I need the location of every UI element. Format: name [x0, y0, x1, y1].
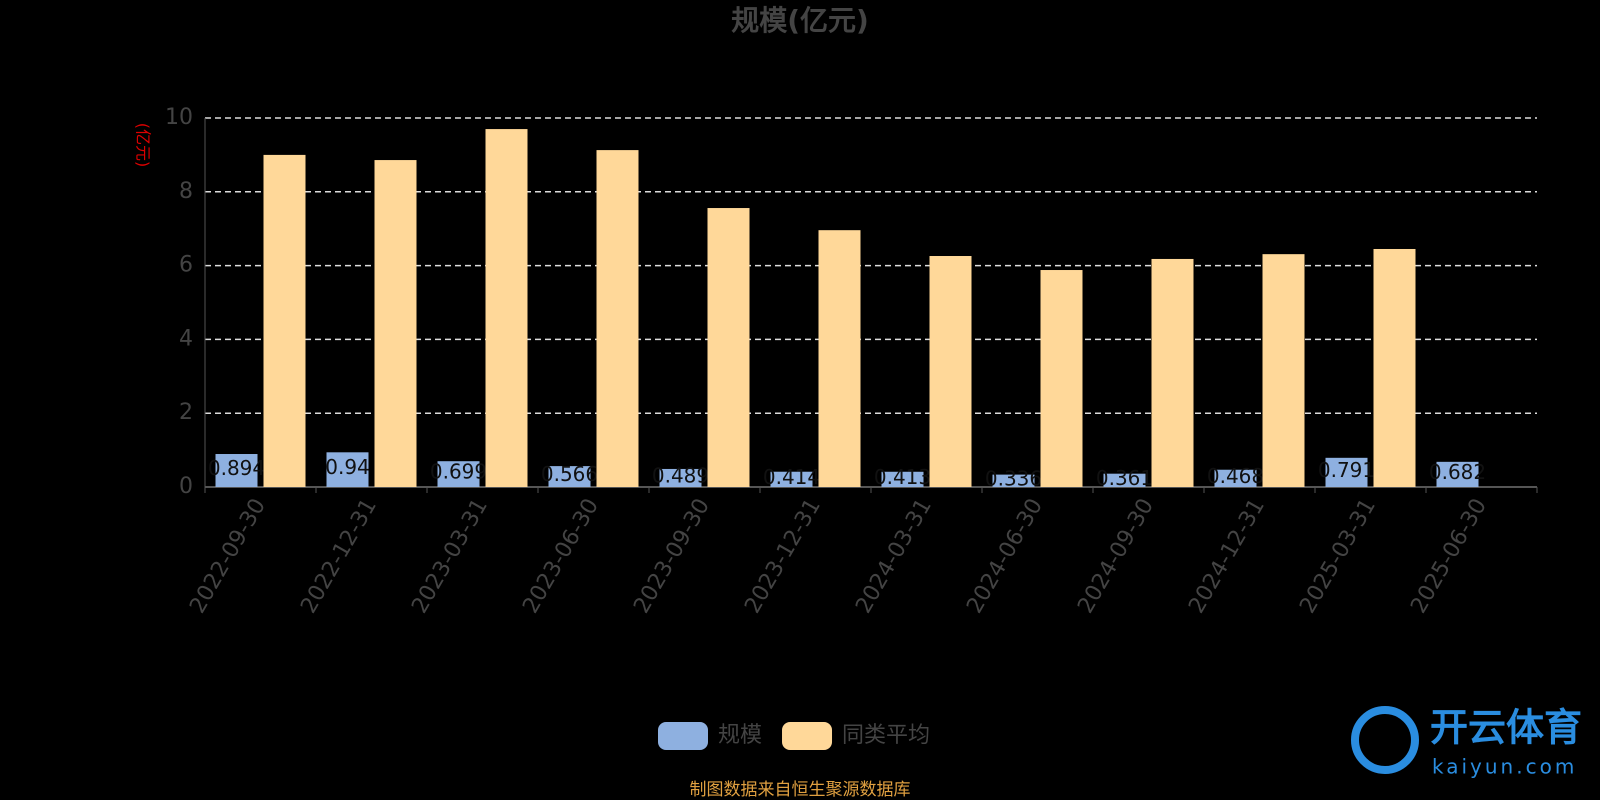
data-label: 0.682 — [1429, 460, 1486, 484]
bar — [1040, 270, 1083, 487]
bar — [929, 256, 972, 487]
bar — [1436, 461, 1479, 487]
bar — [437, 461, 480, 487]
data-label: 0.336 — [985, 466, 1042, 490]
bar — [881, 471, 924, 487]
bar — [659, 468, 702, 487]
bar — [485, 129, 528, 487]
bar — [707, 208, 750, 487]
data-label: 0.699 — [430, 460, 487, 484]
y-tick-label: 0 — [179, 474, 193, 499]
chart-title: 规模(亿元) — [731, 4, 869, 37]
watermark-logo — [1351, 706, 1419, 774]
bar — [215, 454, 258, 487]
watermark-site: kaiyun.com — [1432, 755, 1577, 779]
bar — [1151, 258, 1194, 487]
bar — [992, 474, 1035, 487]
y-tick-label: 8 — [179, 179, 193, 204]
legend-swatch — [658, 722, 708, 750]
legend-swatch — [782, 722, 833, 750]
y-tick-label: 10 — [165, 105, 193, 130]
data-label: 0.361 — [1096, 466, 1153, 490]
data-label: 0.489 — [652, 463, 709, 487]
data-label: 0.413 — [874, 465, 931, 489]
bar — [1262, 254, 1305, 487]
bar — [1325, 457, 1368, 487]
data-label: 0.414 — [763, 465, 820, 489]
data-label: 0.791 — [1318, 458, 1375, 482]
data-label: 0.894 — [208, 456, 265, 480]
legend-label: 同类平均 — [842, 723, 930, 748]
bar — [770, 471, 813, 487]
bar — [374, 160, 417, 488]
legend-label: 规模 — [718, 723, 762, 748]
y-tick-label: 2 — [179, 400, 193, 425]
source-note: 制图数据来自恒生聚源数据库 — [690, 780, 911, 800]
bar — [1214, 469, 1257, 487]
bar — [1103, 473, 1146, 487]
y-axis-label: (亿元) — [134, 123, 153, 168]
bar — [548, 466, 591, 487]
bar — [326, 452, 369, 487]
data-label: 0.94 — [325, 455, 370, 479]
bar — [818, 230, 861, 487]
bar — [263, 154, 306, 487]
y-tick-label: 4 — [179, 326, 193, 351]
watermark-brand: 开云体育 — [1430, 706, 1582, 750]
bar — [1373, 248, 1416, 487]
data-label: 0.468 — [1207, 464, 1264, 488]
y-tick-label: 6 — [179, 253, 193, 278]
bar — [596, 150, 639, 487]
data-label: 0.566 — [541, 462, 598, 486]
